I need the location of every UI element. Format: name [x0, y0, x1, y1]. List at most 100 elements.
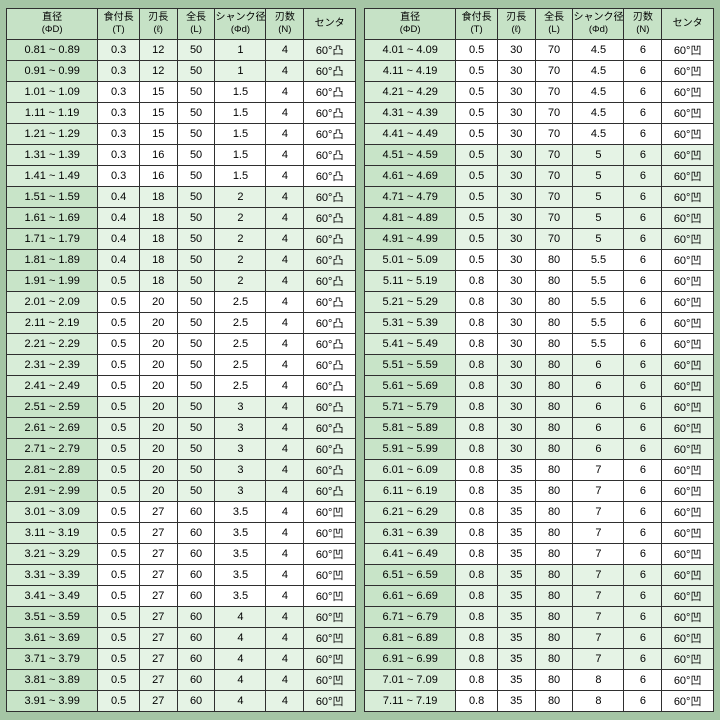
spec-value-cell: 35 — [496, 627, 536, 649]
spec-value-cell: 30 — [496, 186, 536, 208]
table-row: 1.81 ~ 1.89 0.4 18 50 2 4 60°凸 — [5, 249, 356, 271]
spec-value-cell: 7 — [572, 606, 625, 628]
spec-value-cell: 60°凹 — [661, 186, 714, 208]
spec-value-cell: 0.4 — [97, 207, 140, 229]
spec-value-cell: 6 — [623, 438, 663, 460]
table-row: 5.51 ~ 5.59 0.8 30 80 6 6 60°凹 — [363, 354, 714, 376]
spec-value-cell: 18 — [138, 249, 178, 271]
spec-value-cell: 30 — [496, 249, 536, 271]
spec-value-cell: 15 — [138, 102, 178, 124]
spec-value-cell: 20 — [138, 459, 178, 481]
spec-value-cell: 60°凸 — [303, 102, 356, 124]
diameter-range-cell: 1.21 ~ 1.29 — [5, 123, 99, 145]
table-row: 2.11 ~ 2.19 0.5 20 50 2.5 4 60°凸 — [5, 312, 356, 334]
diameter-range-cell: 2.01 ~ 2.09 — [5, 291, 99, 313]
spec-value-cell: 60°凹 — [661, 501, 714, 523]
diameter-range-cell: 1.81 ~ 1.89 — [5, 249, 99, 271]
spec-value-cell: 80 — [534, 522, 574, 544]
diameter-range-cell: 4.51 ~ 4.59 — [363, 144, 457, 166]
spec-value-cell: 7 — [572, 501, 625, 523]
spec-value-cell: 0.5 — [455, 207, 498, 229]
spec-value-cell: 50 — [176, 312, 216, 334]
spec-value-cell: 0.8 — [455, 690, 498, 712]
spec-value-cell: 20 — [138, 417, 178, 439]
spec-value-cell: 35 — [496, 669, 536, 691]
diameter-range-cell: 3.11 ~ 3.19 — [5, 522, 99, 544]
spec-value-cell: 50 — [176, 480, 216, 502]
diameter-range-cell: 2.21 ~ 2.29 — [5, 333, 99, 355]
spec-value-cell: 4 — [265, 522, 305, 544]
spec-value-cell: 30 — [496, 60, 536, 82]
spec-value-cell: 60°凸 — [303, 228, 356, 250]
spec-value-cell: 0.8 — [455, 627, 498, 649]
spec-value-cell: 6 — [623, 270, 663, 292]
table-row: 6.71 ~ 6.79 0.8 35 80 7 6 60°凹 — [363, 606, 714, 628]
spec-value-cell: 6 — [623, 333, 663, 355]
spec-value-cell: 6 — [623, 396, 663, 418]
table-row: 3.81 ~ 3.89 0.5 27 60 4 4 60°凹 — [5, 669, 356, 691]
spec-value-cell: 2.5 — [214, 333, 267, 355]
spec-value-cell: 0.5 — [455, 186, 498, 208]
spec-value-cell: 18 — [138, 207, 178, 229]
spec-value-cell: 4.5 — [572, 102, 625, 124]
table-row: 5.61 ~ 5.69 0.8 30 80 6 6 60°凹 — [363, 375, 714, 397]
table-row: 5.21 ~ 5.29 0.8 30 80 5.5 6 60°凹 — [363, 291, 714, 313]
spec-value-cell: 60°凹 — [661, 417, 714, 439]
spec-value-cell: 60°凹 — [661, 606, 714, 628]
spec-value-cell: 50 — [176, 207, 216, 229]
diameter-range-cell: 2.51 ~ 2.59 — [5, 396, 99, 418]
spec-value-cell: 4 — [265, 543, 305, 565]
spec-value-cell: 50 — [176, 417, 216, 439]
table-row: 0.91 ~ 0.99 0.3 12 50 1 4 60°凸 — [5, 60, 356, 82]
diameter-range-cell: 4.61 ~ 4.69 — [363, 165, 457, 187]
diameter-range-cell: 3.91 ~ 3.99 — [5, 690, 99, 712]
spec-value-cell: 50 — [176, 291, 216, 313]
spec-value-cell: 15 — [138, 81, 178, 103]
diameter-range-cell: 3.31 ~ 3.39 — [5, 564, 99, 586]
spec-value-cell: 6 — [572, 375, 625, 397]
table-row: 4.41 ~ 4.49 0.5 30 70 4.5 6 60°凹 — [363, 123, 714, 145]
spec-value-cell: 50 — [176, 81, 216, 103]
table-row: 1.71 ~ 1.79 0.4 18 50 2 4 60°凸 — [5, 228, 356, 250]
column-header: シャンク径 (Φd) — [572, 8, 625, 40]
diameter-range-cell: 7.11 ~ 7.19 — [363, 690, 457, 712]
spec-value-cell: 60 — [176, 543, 216, 565]
spec-value-cell: 0.8 — [455, 396, 498, 418]
spec-value-cell: 27 — [138, 669, 178, 691]
spec-value-cell: 0.3 — [97, 102, 140, 124]
column-header: 刃数 (N) — [265, 8, 305, 40]
spec-value-cell: 5.5 — [572, 291, 625, 313]
spec-value-cell: 50 — [176, 186, 216, 208]
spec-value-cell: 60 — [176, 522, 216, 544]
spec-value-cell: 4 — [265, 123, 305, 145]
spec-value-cell: 6 — [623, 228, 663, 250]
spec-value-cell: 16 — [138, 165, 178, 187]
table-row: 1.21 ~ 1.29 0.3 15 50 1.5 4 60°凸 — [5, 123, 356, 145]
spec-value-cell: 0.5 — [455, 144, 498, 166]
diameter-range-cell: 1.31 ~ 1.39 — [5, 144, 99, 166]
spec-value-cell: 30 — [496, 375, 536, 397]
spec-value-cell: 80 — [534, 312, 574, 334]
spec-value-cell: 5.5 — [572, 270, 625, 292]
spec-value-cell: 2 — [214, 228, 267, 250]
spec-value-cell: 6 — [623, 249, 663, 271]
spec-value-cell: 5.5 — [572, 312, 625, 334]
table-header: 直径 (ΦD) 食付長 (T) 刃長 (ℓ) 全長 (L) シャンク径 (Φd) 刃数 (N) センタ — [5, 8, 356, 40]
spec-value-cell: 12 — [138, 60, 178, 82]
spec-value-cell: 18 — [138, 270, 178, 292]
spec-value-cell: 30 — [496, 102, 536, 124]
spec-value-cell: 6 — [623, 585, 663, 607]
spec-value-cell: 0.5 — [97, 543, 140, 565]
spec-value-cell: 4 — [265, 396, 305, 418]
spec-value-cell: 35 — [496, 648, 536, 670]
spec-value-cell: 60°凸 — [303, 375, 356, 397]
spec-value-cell: 50 — [176, 396, 216, 418]
spec-value-cell: 3.5 — [214, 543, 267, 565]
spec-value-cell: 0.5 — [97, 522, 140, 544]
spec-value-cell: 30 — [496, 123, 536, 145]
table-row: 5.01 ~ 5.09 0.5 30 80 5.5 6 60°凹 — [363, 249, 714, 271]
spec-value-cell: 50 — [176, 102, 216, 124]
spec-value-cell: 35 — [496, 543, 536, 565]
spec-value-cell: 6 — [623, 102, 663, 124]
spec-value-cell: 6 — [623, 312, 663, 334]
